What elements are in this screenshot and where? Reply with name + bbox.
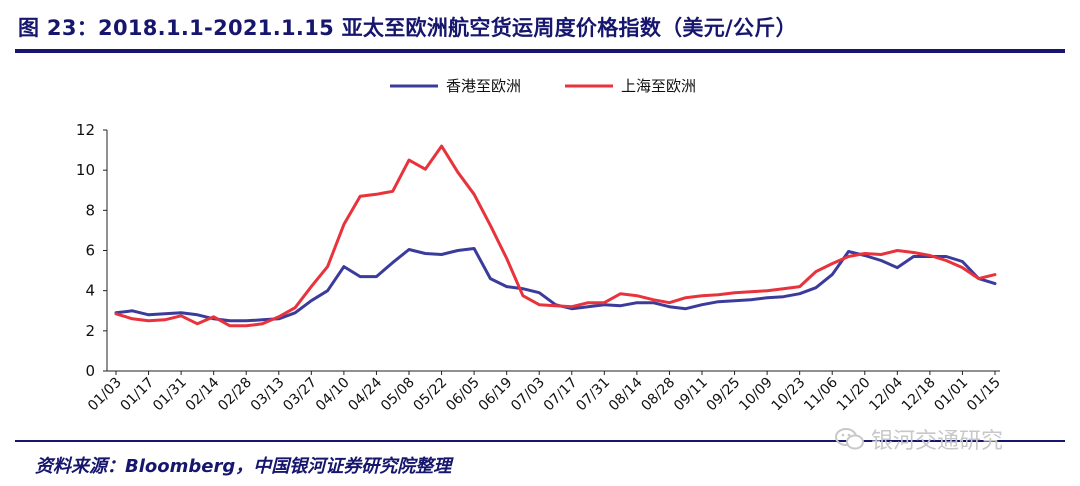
x-tick-label: 04/10 — [313, 375, 353, 415]
x-tick-label: 09/11 — [671, 375, 711, 415]
x-tick-label: 01/03 — [85, 375, 125, 415]
x-tick-label: 03/13 — [248, 375, 288, 415]
series-line-2 — [114, 144, 997, 328]
x-tick-label: 05/22 — [411, 375, 451, 415]
legend-label-1: 香港至欧洲 — [446, 77, 521, 95]
x-tick-label: 02/14 — [183, 374, 223, 414]
x-tick-label: 02/28 — [215, 375, 255, 415]
y-tick-label: 4 — [85, 282, 95, 300]
y-tick-label: 0 — [85, 362, 95, 380]
x-tick-label: 07/31 — [573, 375, 613, 415]
y-tick-label: 6 — [85, 242, 95, 260]
x-tick-label: 06/19 — [476, 375, 516, 415]
x-tick-label: 05/08 — [378, 375, 418, 415]
series-line-1 — [114, 247, 997, 323]
x-tick-label: 01/15 — [964, 375, 1004, 415]
source-rule — [15, 440, 1065, 442]
watermark-text: 银河交通研究 — [871, 429, 1004, 454]
x-tick-label: 01/17 — [118, 375, 158, 415]
y-tick-label: 8 — [85, 201, 95, 219]
y-tick-label: 2 — [85, 322, 95, 340]
x-tick-label: 08/14 — [606, 374, 646, 414]
watermark: 银河交通研究 — [835, 423, 1003, 455]
x-tick-label: 10/09 — [736, 375, 776, 415]
x-tick-label: 07/17 — [541, 375, 581, 415]
x-tick-label: 09/25 — [704, 375, 744, 415]
x-tick-label: 11/06 — [801, 374, 841, 414]
x-tick-label: 01/31 — [150, 375, 190, 415]
chart-axes: 02468101201/0301/1701/3102/1402/2803/130… — [76, 121, 1004, 414]
x-tick-label: 04/24 — [345, 374, 385, 414]
wechat-icon — [835, 428, 864, 450]
x-tick-label: 11/20 — [834, 375, 874, 415]
chart-legend: 香港至欧洲 上海至欧洲 — [390, 77, 696, 95]
y-tick-label: 12 — [76, 121, 95, 139]
x-tick-label: 12/18 — [899, 375, 939, 415]
x-tick-label: 12/04 — [866, 374, 906, 414]
x-tick-label: 08/28 — [638, 375, 678, 415]
y-tick-label: 10 — [76, 161, 95, 179]
legend-label-2: 上海至欧洲 — [621, 77, 696, 95]
x-tick-label: 10/23 — [769, 375, 809, 415]
x-tick-label: 03/27 — [280, 375, 320, 415]
figure-title: 图 23：2018.1.1-2021.1.15 亚太至欧洲航空货运周度价格指数（… — [18, 16, 797, 40]
title-rule — [15, 49, 1065, 53]
x-tick-label: 01/01 — [931, 375, 971, 415]
line-chart: 香港至欧洲 上海至欧洲 0 2 4 6 8 10 12 01/0301/1701/3102/14… — [76, 77, 1004, 414]
x-tick-label: 06/05 — [443, 375, 483, 415]
x-tick-label: 07/03 — [508, 375, 548, 415]
source-note: 资料来源：Bloomberg，中国银河证券研究院整理 — [35, 456, 452, 477]
chart-series — [114, 144, 997, 328]
